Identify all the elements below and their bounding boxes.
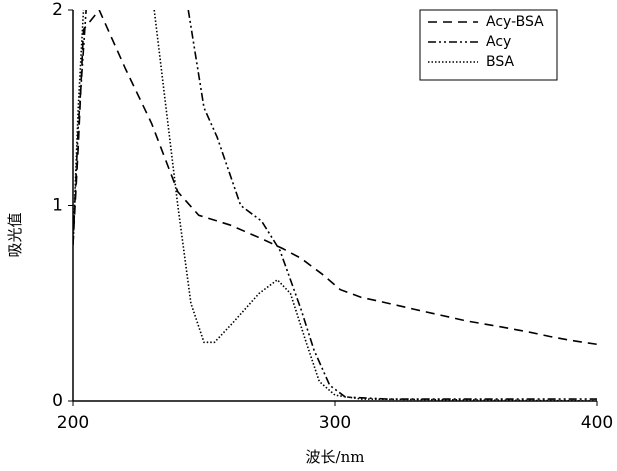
legend-label: BSA bbox=[486, 54, 515, 70]
legend-label: Acy-BSA bbox=[486, 14, 544, 30]
page: 波长/nm 吸光值 200300400012Acy-BSAAcyBSA (() … bbox=[0, 0, 617, 471]
chart: 波长/nm 吸光值 200 300 400 0 1 2 Acy-BSA Acy BSA bbox=[0, 0, 617, 471]
y-tick-label: 2 bbox=[52, 0, 63, 20]
x-tick-label: 300 bbox=[319, 413, 351, 433]
legend-label: Acy bbox=[486, 34, 511, 50]
y-axis-title: 吸光值 bbox=[6, 212, 24, 257]
y-tick-label: 0 bbox=[52, 391, 63, 411]
x-tick-label: 400 bbox=[581, 413, 613, 433]
x-tick-label: 200 bbox=[57, 413, 89, 433]
x-axis-title: 波长/nm bbox=[306, 448, 365, 466]
y-tick-label: 1 bbox=[52, 196, 63, 216]
